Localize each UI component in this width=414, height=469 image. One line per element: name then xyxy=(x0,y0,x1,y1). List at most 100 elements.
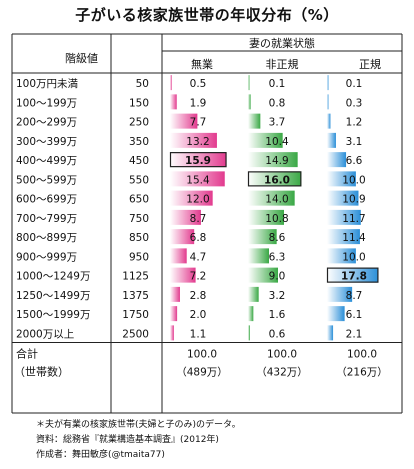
class-value: 1125 xyxy=(122,271,149,283)
row-label: 400～499万 xyxy=(16,155,77,167)
bar-value: 10.8 xyxy=(265,213,288,225)
row-label: 1250～1499万 xyxy=(16,290,90,302)
bar xyxy=(248,286,259,302)
bar-value: 0.1 xyxy=(346,78,363,90)
bar-value: 15.4 xyxy=(186,174,210,186)
total-value: 100.0 xyxy=(187,349,217,361)
bar-value: 11.7 xyxy=(342,213,365,225)
bar-value: 0.1 xyxy=(269,78,286,90)
bar-highlight xyxy=(247,171,302,187)
bar-value: 14.0 xyxy=(265,194,288,206)
bar xyxy=(170,190,213,206)
notes: ＊夫が有業の核家族世帯(夫婦と子のみ)のデータ。 資料：総務省『就業構造基本調査… xyxy=(36,418,241,463)
bar xyxy=(248,229,277,245)
bar xyxy=(327,209,361,225)
bar-value: 15.9 xyxy=(185,155,211,167)
class-value: 2500 xyxy=(122,328,149,340)
bar-value: 2.1 xyxy=(346,328,363,340)
class-value: 450 xyxy=(129,155,149,167)
bar-value: 6.8 xyxy=(190,232,207,244)
bar-value: 16.0 xyxy=(264,174,290,186)
row-label: 200～299万 xyxy=(16,117,77,129)
bar-value: 3.1 xyxy=(346,136,363,148)
bar xyxy=(170,75,172,91)
note-line-2: 資料：総務省『就業構造基本調査』(2012年) xyxy=(36,435,219,445)
bar-value: 0.5 xyxy=(190,78,207,90)
households-value: （216万） xyxy=(336,367,388,379)
bar-value: 10.0 xyxy=(342,251,365,263)
total-value: 100.0 xyxy=(267,349,297,361)
bar-value: 1.9 xyxy=(190,97,207,109)
row-label: 700～799万 xyxy=(16,213,77,225)
bar xyxy=(170,286,180,302)
bar-value: 8.7 xyxy=(346,290,363,302)
bar xyxy=(170,306,178,322)
bar xyxy=(248,248,269,264)
bar xyxy=(248,306,254,322)
bar xyxy=(327,267,379,283)
row-label: 900～999万 xyxy=(16,251,77,263)
note-line-1: ＊夫が有業の核家族世帯(夫婦と子のみ)のデータ。 xyxy=(36,420,241,430)
row-label: 2000万以上 xyxy=(16,328,74,340)
bar-value: 1.1 xyxy=(190,328,207,340)
bar xyxy=(248,152,298,168)
bar-value: 7.2 xyxy=(190,271,207,283)
bar-value: 0.6 xyxy=(269,328,286,340)
class-value: 1375 xyxy=(122,290,149,302)
bar-value: 3.7 xyxy=(269,117,286,129)
bar-value: 13.2 xyxy=(186,136,209,148)
bar xyxy=(327,113,331,129)
bar xyxy=(170,113,198,129)
class-value: 250 xyxy=(129,117,149,129)
bar-value: 10.0 xyxy=(342,174,365,186)
bar xyxy=(327,248,356,264)
bar xyxy=(327,171,356,187)
total-value: 100.0 xyxy=(347,349,377,361)
bar-value: 8.7 xyxy=(190,213,207,225)
bar xyxy=(327,190,359,206)
header-col-none: 無業 xyxy=(191,57,213,71)
bar xyxy=(248,267,278,283)
chart-title: 子がいる核家族世帯の年収分布（%） xyxy=(75,6,339,24)
bar xyxy=(327,325,334,341)
row-label: 100～199万 xyxy=(16,97,77,109)
bar-value: 4.7 xyxy=(190,251,207,263)
bar-value: 11.4 xyxy=(342,232,366,244)
bar-value: 6.6 xyxy=(346,155,363,167)
bar xyxy=(327,94,329,110)
bar xyxy=(327,75,329,91)
bar-value: 10.9 xyxy=(342,194,365,206)
bar-value: 2.0 xyxy=(190,309,207,321)
bar-value: 3.2 xyxy=(269,290,286,302)
households-value: （489万） xyxy=(176,367,228,379)
households-label: （世帯数） xyxy=(14,366,69,379)
bar xyxy=(248,325,250,341)
row-label: 800～899万 xyxy=(16,232,77,244)
bar xyxy=(327,132,336,148)
bar xyxy=(170,152,227,168)
bar xyxy=(170,171,225,187)
bar-value: 0.3 xyxy=(346,97,363,109)
class-value: 350 xyxy=(129,136,149,148)
bar xyxy=(248,209,284,225)
table-grid xyxy=(11,33,403,414)
row-label: 300～399万 xyxy=(16,136,77,148)
bar xyxy=(327,306,345,322)
header-wife-status: 妻の就業状態 xyxy=(249,36,315,50)
class-value: 550 xyxy=(129,174,149,186)
households-value: （432万） xyxy=(256,367,308,379)
header-col-nonregular: 非正規 xyxy=(266,57,299,71)
row-label: 500～599万 xyxy=(16,174,77,186)
bar xyxy=(170,132,217,148)
bar xyxy=(170,267,196,283)
bar xyxy=(248,171,302,187)
header-class-value: 階級値 xyxy=(65,51,98,65)
bar-highlight xyxy=(326,267,379,283)
bar xyxy=(248,190,295,206)
bar-value: 0.8 xyxy=(269,97,286,109)
bar xyxy=(248,75,250,91)
bar-value: 1.6 xyxy=(269,309,286,321)
bar-value: 2.8 xyxy=(190,290,207,302)
bar xyxy=(170,94,177,110)
